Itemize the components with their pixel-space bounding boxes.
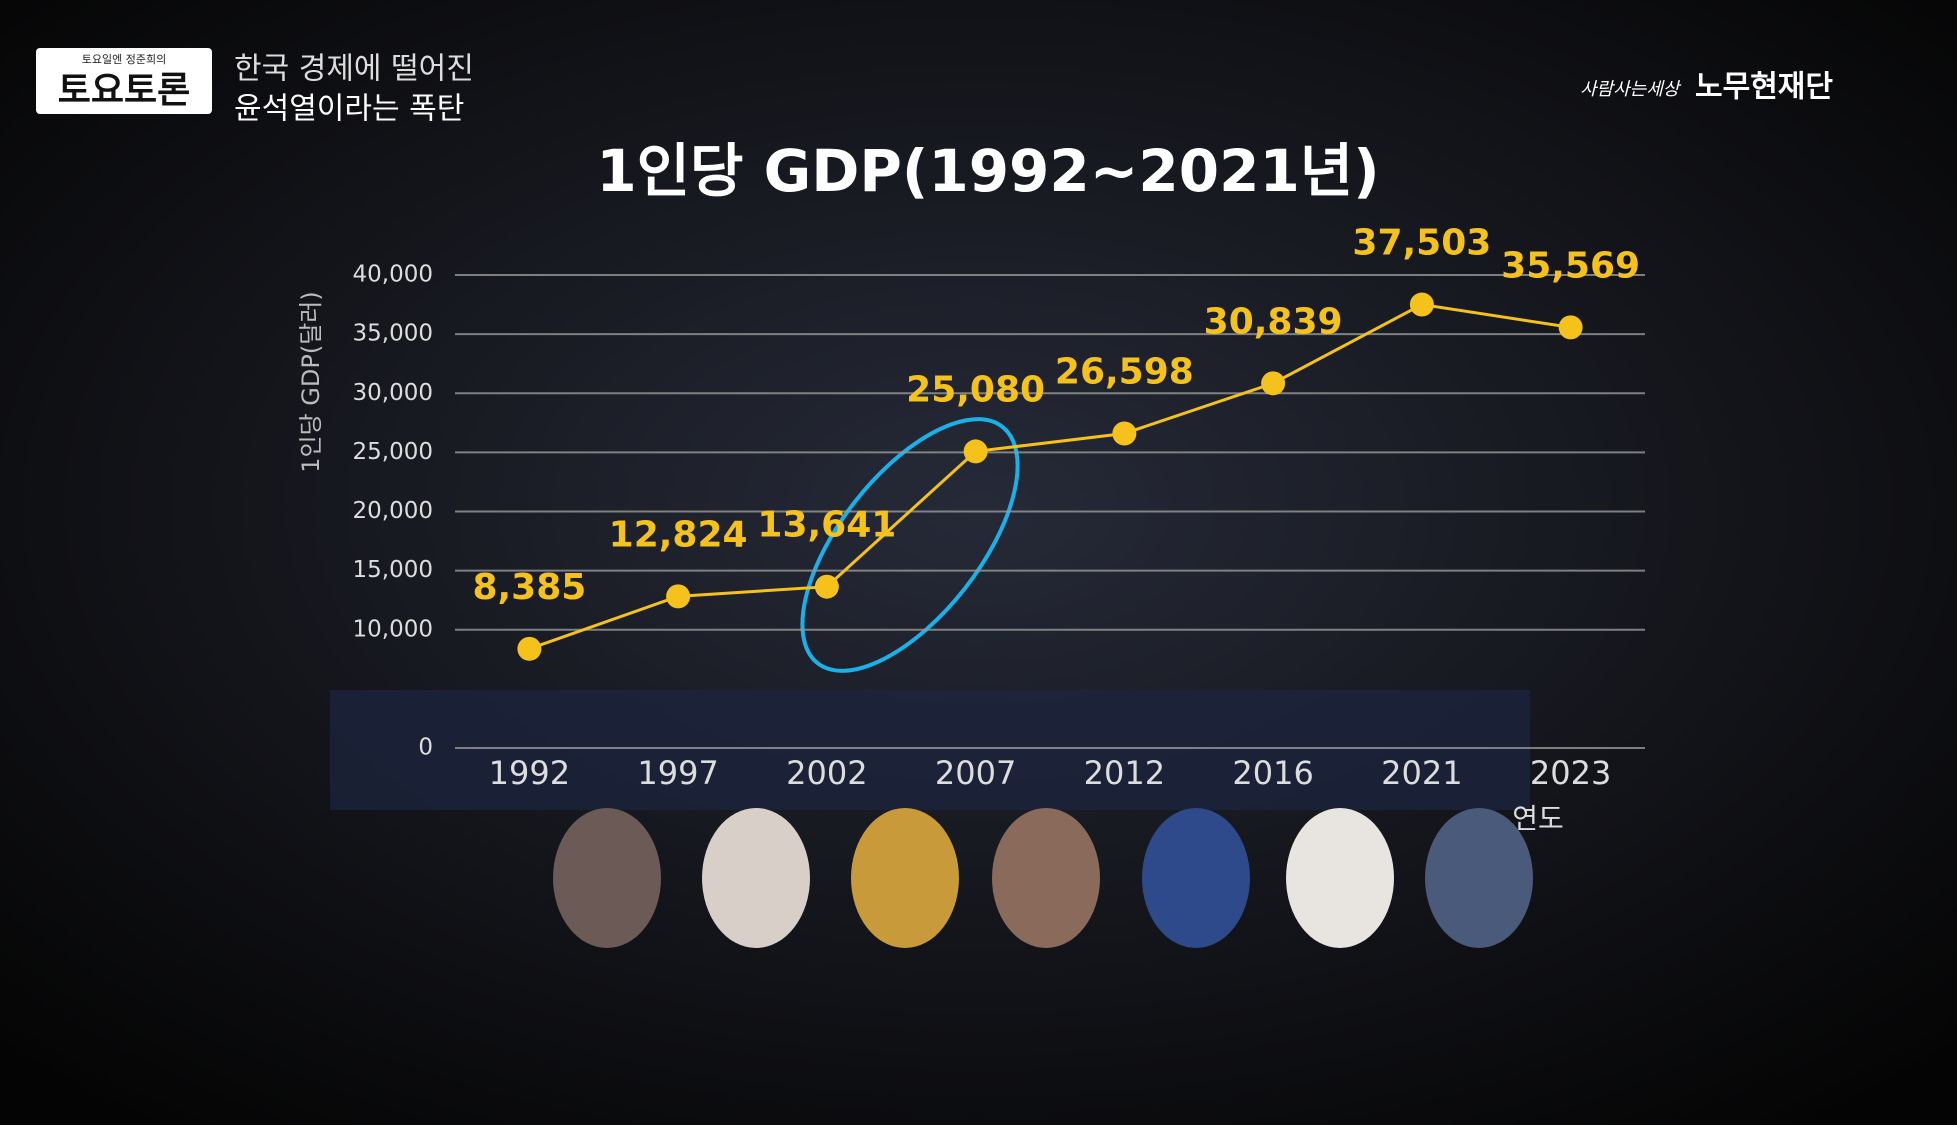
data-point: [963, 439, 988, 464]
x-tick-label: 2016: [1232, 754, 1313, 792]
data-point: [1112, 421, 1137, 446]
value-label: 30,839: [1204, 301, 1343, 342]
data-point: [1261, 371, 1286, 396]
data-line: [528, 302, 1571, 651]
value-label: 8,385: [472, 567, 586, 608]
portraits: [553, 808, 1533, 948]
x-tick-label: 2002: [786, 754, 867, 792]
data-point: [666, 584, 691, 609]
data-point: [1558, 315, 1583, 340]
x-tick-label: 1997: [637, 754, 718, 792]
x-tick-label: 1992: [489, 754, 570, 792]
data-point: [1409, 292, 1434, 317]
value-label: 26,598: [1055, 351, 1194, 392]
subtitle: 한국 경제에 떨어진: [234, 52, 474, 87]
y-tick-label: 30,000: [353, 380, 433, 406]
x-tick-label: 2021: [1381, 754, 1462, 792]
x-axis-label: 연도: [1512, 802, 1564, 835]
portrait: [851, 808, 959, 948]
portrait: [1425, 808, 1533, 948]
x-tick-label: 2023: [1530, 754, 1611, 792]
portrait: [553, 808, 661, 948]
highlight-ellipse: [800, 417, 1020, 673]
show-logo: [36, 48, 212, 114]
portrait: [1142, 808, 1250, 948]
blurred-table: [330, 690, 1530, 810]
portrait: [702, 808, 810, 948]
y-tick-label: 25,000: [353, 439, 433, 465]
subtitle: 윤석열이라는 폭탄: [234, 92, 464, 127]
y-tick-label: 40,000: [353, 262, 433, 288]
value-label: 37,503: [1352, 223, 1491, 264]
value-label: 13,641: [757, 505, 896, 546]
y-tick-label: 35,000: [353, 321, 433, 347]
value-label: 12,824: [609, 514, 748, 555]
x-tick-label: 2012: [1084, 754, 1165, 792]
portrait: [992, 808, 1100, 948]
show-name: 토요토론: [58, 70, 190, 111]
chart-title: 1인당 GDP(1992~2021년): [596, 137, 1379, 205]
y-tick-label: 0: [418, 735, 433, 761]
data-point: [814, 574, 839, 599]
foundation-name: 노무현재단: [1695, 70, 1833, 105]
y-tick-label: 20,000: [353, 498, 433, 524]
value-label: 25,080: [906, 369, 1045, 410]
y-axis-label: 1인당 GDP(달러): [297, 291, 325, 473]
value-label: 35,569: [1501, 245, 1640, 286]
portrait: [1286, 808, 1394, 948]
foundation-tag: 사람사는세상: [1580, 79, 1682, 100]
y-tick-label: 15,000: [353, 557, 433, 583]
show-tag: 토요일엔 정준희의: [82, 52, 166, 66]
x-tick-label: 2007: [935, 754, 1016, 792]
y-tick-label: 10,000: [353, 616, 433, 642]
data-point: [517, 636, 542, 661]
